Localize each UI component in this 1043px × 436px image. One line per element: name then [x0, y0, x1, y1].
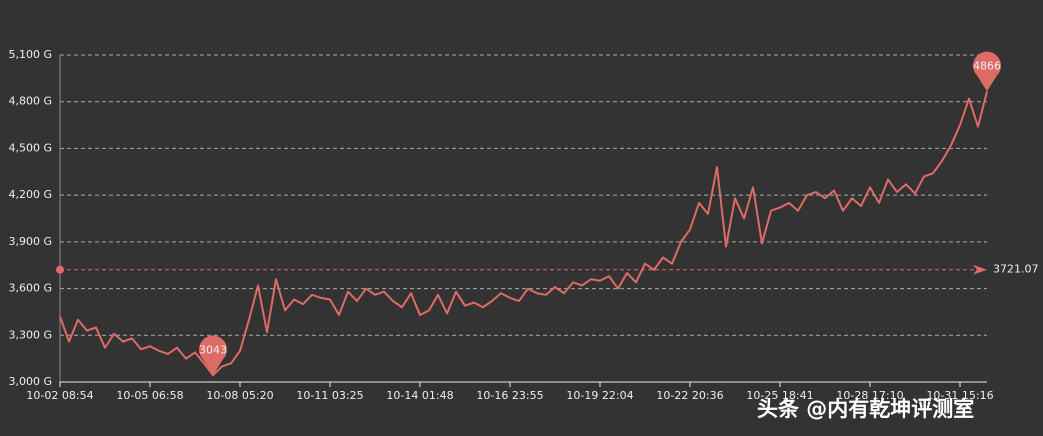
y-tick-label: 3,900 G — [8, 235, 52, 248]
x-tick-label: 10-02 08:54 — [26, 389, 93, 402]
data-line — [59, 91, 988, 377]
average-arrow — [973, 264, 987, 275]
x-tick-label: 10-28 17:10 — [836, 389, 903, 402]
x-tick-label: 10-16 23:55 — [476, 389, 543, 402]
min-pin — [199, 335, 228, 376]
x-tick-label: 10-25 18:41 — [746, 389, 813, 402]
average-label: 3721.07 — [993, 263, 1039, 276]
y-tick-label: 3,000 G — [8, 375, 52, 388]
y-tick-label: 5,100 G — [8, 48, 52, 61]
max-pin — [973, 51, 1002, 92]
y-tick-label: 4,500 G — [8, 141, 52, 154]
y-tick-label: 3,600 G — [8, 282, 52, 295]
watermark: 头条 @内有乾坤评测室 — [757, 397, 974, 421]
x-tick-label: 10-05 06:58 — [116, 389, 183, 402]
y-tick-label: 4,800 G — [8, 95, 52, 108]
x-tick-label: 10-14 01:48 — [386, 389, 453, 402]
y-tick-label: 3,300 G — [8, 328, 52, 341]
x-tick-label: 10-08 05:20 — [206, 389, 273, 402]
max-pin-label: 4866 — [973, 59, 1001, 72]
y-tick-label: 4,200 G — [8, 188, 52, 201]
x-tick-label: 10-11 03:25 — [296, 389, 363, 402]
min-pin-label: 3043 — [199, 343, 227, 356]
x-tick-label: 10-31 15:16 — [926, 389, 993, 402]
x-tick-label: 10-22 20:36 — [656, 389, 723, 402]
average-start — [56, 265, 64, 274]
x-tick-label: 10-19 22:04 — [566, 389, 633, 402]
